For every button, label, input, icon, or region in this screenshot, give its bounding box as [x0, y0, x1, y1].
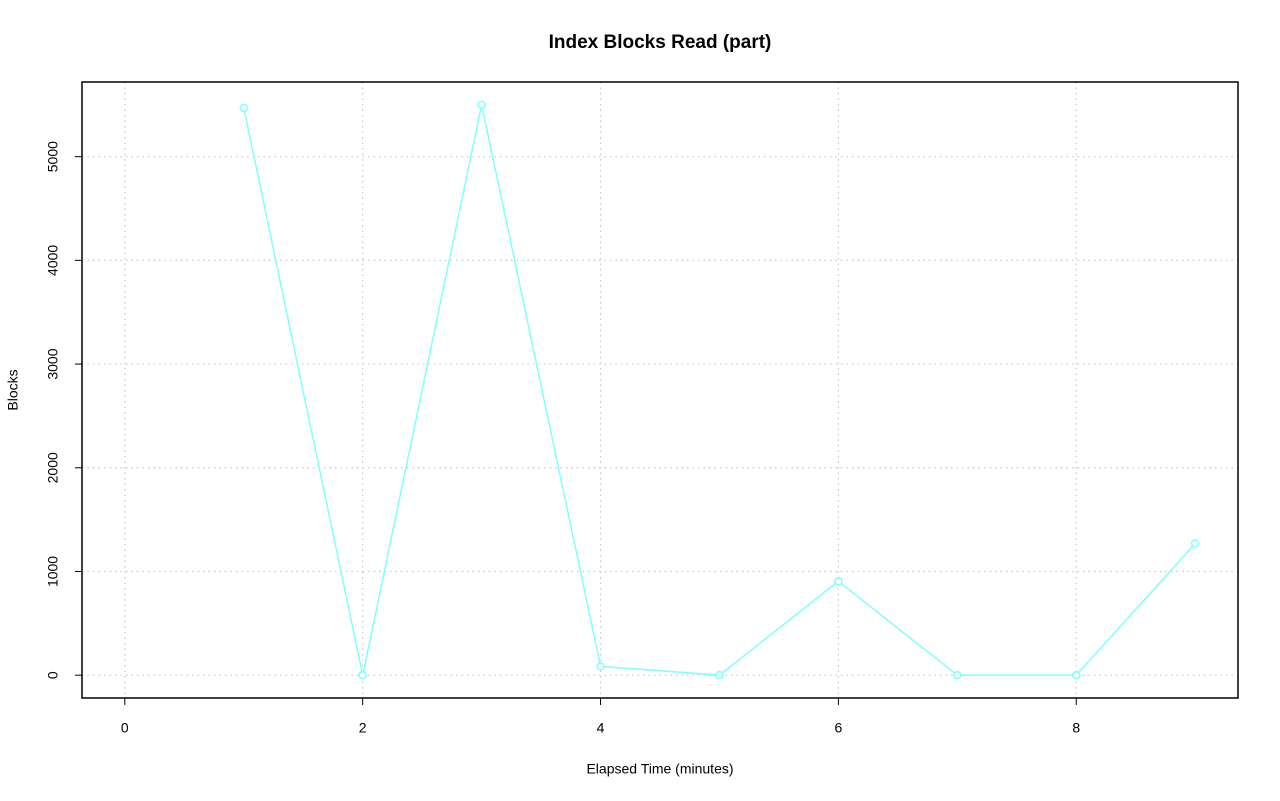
data-point	[834, 577, 843, 586]
data-point	[953, 670, 962, 680]
x-tick-label: 6	[834, 720, 842, 736]
chart-title: Index Blocks Read (part)	[549, 32, 772, 53]
y-tick-label: 2000	[45, 452, 61, 483]
data-point	[239, 103, 248, 113]
y-tick-label: 5000	[45, 141, 61, 172]
x-tick-label: 0	[121, 720, 129, 736]
data-point	[477, 100, 486, 110]
x-tick-label: 2	[359, 720, 367, 736]
x-tick-label: 4	[597, 720, 605, 736]
y-axis-label: Blocks	[5, 369, 21, 410]
data-point	[358, 670, 367, 680]
data-point	[596, 662, 605, 671]
x-tick-label: 8	[1072, 720, 1080, 736]
plot-frame	[81, 81, 1239, 699]
x-axis-label: Elapsed Time (minutes)	[586, 761, 733, 777]
y-tick-label: 3000	[45, 348, 61, 379]
series-line	[243, 104, 1196, 676]
data-point	[1072, 670, 1081, 680]
data-point	[1190, 539, 1200, 548]
y-tick-label: 1000	[45, 556, 61, 587]
y-tick-label: 0	[45, 671, 61, 679]
y-tick-label: 4000	[45, 245, 61, 276]
data-point	[715, 670, 724, 680]
